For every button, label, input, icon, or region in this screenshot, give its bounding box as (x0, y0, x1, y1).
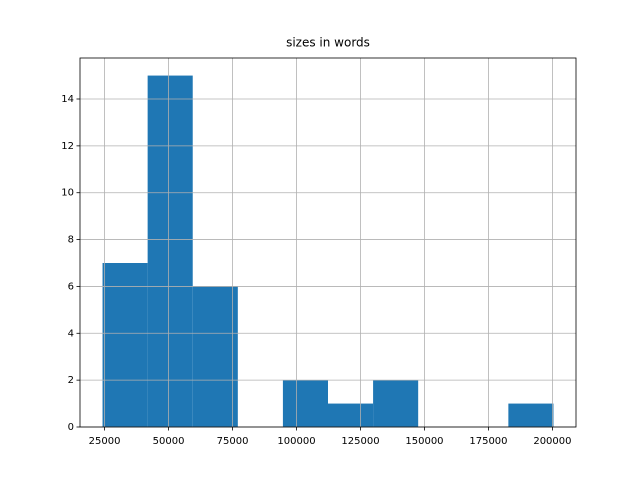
y-tick-label: 14 (61, 94, 74, 105)
y-tick-label: 6 (68, 281, 74, 292)
x-tick-label: 150000 (405, 436, 443, 447)
x-tick-label: 75000 (217, 436, 249, 447)
bar (147, 75, 193, 428)
x-tick-label: 200000 (533, 436, 571, 447)
y-tick-label: 8 (68, 235, 74, 246)
bar (282, 380, 328, 427)
bar (192, 286, 238, 427)
bar (373, 380, 419, 427)
bar (508, 403, 554, 427)
y-tick-label: 0 (68, 422, 74, 433)
x-tick-label: 175000 (469, 436, 507, 447)
y-tick-label: 2 (68, 375, 74, 386)
y-tick-label: 4 (68, 328, 74, 339)
axes-frame (79, 57, 577, 428)
chart-title: sizes in words (286, 36, 370, 50)
bar (102, 263, 148, 427)
x-tick-label: 100000 (277, 436, 315, 447)
x-tick-label: 50000 (153, 436, 185, 447)
y-tick-label: 10 (61, 188, 74, 199)
bar (328, 403, 374, 427)
x-tick-label: 25000 (89, 436, 121, 447)
x-tick-label: 125000 (341, 436, 379, 447)
y-tick-label: 12 (61, 141, 74, 152)
